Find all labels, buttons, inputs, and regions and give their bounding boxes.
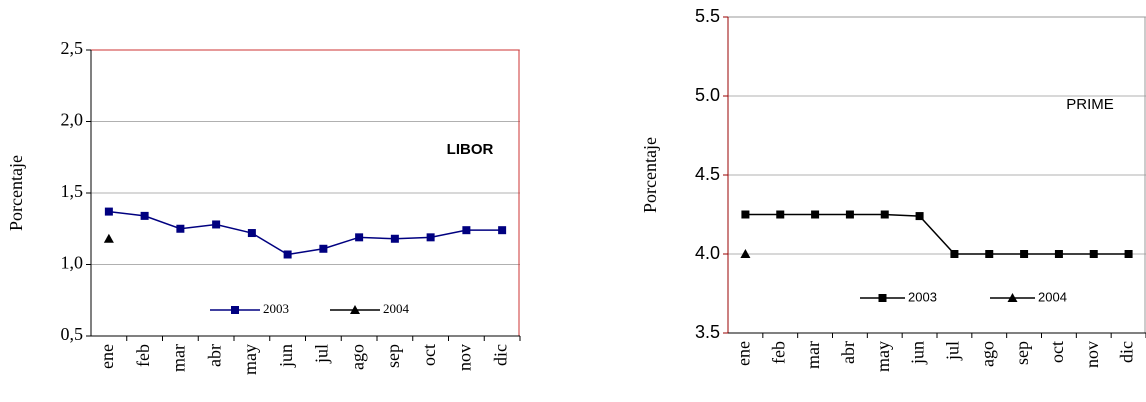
marker [1089, 250, 1098, 258]
marker [915, 212, 924, 221]
y-tick-label: 0,5 [61, 324, 84, 344]
marker [985, 250, 994, 258]
y-tick-label: 5.5 [695, 6, 720, 26]
x-tick-label: ago [977, 341, 997, 367]
x-tick-label: jun [908, 341, 928, 365]
x-tick-label: may [873, 341, 893, 372]
x-tick-label: feb [768, 341, 788, 364]
x-tick-label: abr [204, 344, 224, 367]
marker [741, 210, 750, 219]
marker [1020, 250, 1029, 258]
marker [319, 244, 328, 253]
marker [498, 226, 507, 235]
marker [426, 233, 435, 242]
marker [462, 226, 471, 235]
legend-label: 2003 [263, 301, 289, 316]
x-tick-label: nov [455, 344, 475, 371]
x-tick-label: jul [312, 344, 332, 364]
x-tick-label: sep [1012, 341, 1032, 365]
x-tick-label: dic [490, 344, 510, 366]
marker [212, 220, 221, 229]
y-tick-label: 4.0 [695, 243, 720, 263]
plot-border [728, 16, 1146, 333]
y-axis-label: Porcentaje [6, 155, 26, 231]
marker [950, 250, 959, 258]
marker [1054, 250, 1063, 258]
series-line [108, 210, 503, 256]
x-tick-label: dic [1117, 341, 1137, 363]
x-tick-label: ene [734, 341, 754, 366]
marker [811, 210, 820, 219]
marker [355, 233, 364, 242]
x-tick-label: oct [419, 344, 439, 366]
marker [140, 211, 149, 220]
series-line [745, 213, 1129, 255]
legend-label: 2004 [383, 301, 410, 316]
x-tick-label: mar [169, 344, 189, 372]
annotation: LIBOR [447, 141, 494, 158]
x-tick-label: ene [97, 344, 117, 369]
plot-border [91, 49, 520, 336]
x-tick-label: oct [1047, 341, 1067, 363]
x-tick-label: feb [133, 344, 153, 367]
y-tick-label: 2,0 [61, 110, 84, 130]
marker [350, 305, 360, 314]
marker [1124, 250, 1133, 258]
y-tick-label: 3.5 [695, 322, 720, 342]
y-tick-label: 2,5 [61, 38, 84, 58]
x-tick-label: jun [276, 344, 296, 368]
y-tick-label: 4.5 [695, 164, 720, 184]
x-tick-label: jul [943, 341, 963, 361]
marker [247, 229, 256, 238]
y-tick-label: 5.0 [695, 85, 720, 105]
y-axis-label: Porcentaje [640, 137, 660, 213]
marker [1007, 293, 1018, 302]
x-tick-label: ago [347, 344, 367, 370]
y-tick-label: 1,0 [61, 253, 84, 273]
marker [776, 210, 785, 219]
marker [176, 224, 185, 233]
marker [231, 306, 239, 314]
y-tick-label: 1,5 [61, 181, 84, 201]
marker [390, 234, 399, 243]
legend-label: 2004 [1038, 289, 1067, 304]
marker [878, 294, 887, 302]
marker [103, 233, 114, 243]
x-tick-label: abr [838, 341, 858, 364]
marker [104, 207, 113, 216]
marker [283, 250, 292, 259]
legend-label: 2003 [908, 289, 937, 304]
x-tick-label: may [240, 344, 260, 375]
annotation: PRIME [1066, 96, 1114, 113]
marker [845, 210, 854, 219]
x-tick-label: sep [383, 344, 403, 368]
marker [880, 210, 889, 219]
x-tick-label: mar [803, 341, 823, 369]
x-tick-label: nov [1082, 341, 1102, 368]
marker [740, 249, 751, 258]
